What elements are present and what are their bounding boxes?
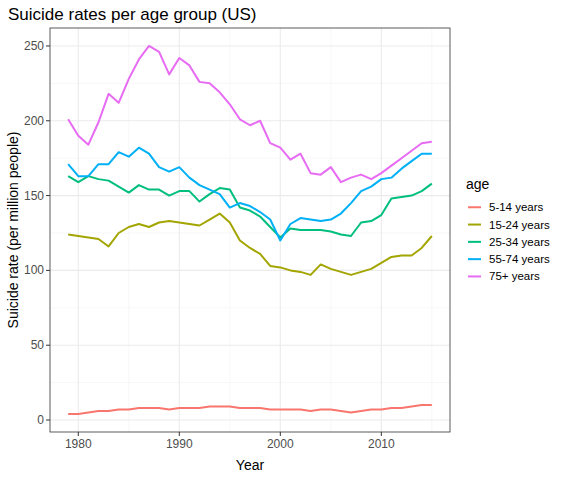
legend-swatch [468, 275, 481, 277]
x-tick-label: 2000 [267, 437, 294, 451]
grid-line [50, 195, 450, 196]
y-tick [46, 120, 50, 121]
x-tick-label: 1990 [166, 437, 193, 451]
grid-line [280, 28, 281, 432]
legend-title: age [466, 176, 490, 192]
legend-label: 55-74 years [489, 253, 550, 265]
minor-grid-line [50, 83, 450, 84]
y-tick-label: 100 [24, 263, 44, 277]
legend-key [466, 216, 483, 233]
legend-label: 15-24 years [489, 219, 550, 231]
grid-line [50, 120, 450, 121]
y-tick [46, 45, 50, 46]
axes: 1980 1990 2000 2010 0 50 100 150 200 250 [24, 39, 395, 451]
legend-key [466, 251, 483, 268]
series-line [68, 46, 432, 182]
background [0, 0, 576, 480]
legend-key [466, 268, 483, 285]
minor-grid-line [229, 28, 230, 432]
grid-line [381, 28, 382, 432]
grid [50, 28, 450, 432]
lines [68, 46, 432, 414]
minor-grid-line [50, 232, 450, 233]
y-axis-label: Suicide rate (per million people) [5, 132, 21, 329]
legend-key [466, 199, 483, 216]
x-axis-label: Year [236, 457, 265, 473]
title: Suicide rates per age group (US) [8, 5, 257, 24]
y-tick [46, 420, 50, 421]
minor-grid-line [330, 28, 331, 432]
chart: 1980 1990 2000 2010 0 50 100 150 200 250 Year Suici… [0, 0, 576, 480]
minor-grid-line [50, 382, 450, 383]
y-tick-label: 150 [24, 189, 44, 203]
minor-grid-line [431, 28, 432, 432]
y-tick-label: 250 [24, 39, 44, 53]
y-tick-label: 50 [31, 338, 45, 352]
x-tick [78, 432, 79, 436]
legend-label: 75+ years [489, 270, 540, 282]
grid-line [50, 419, 450, 420]
x-tick-label: 1980 [65, 437, 92, 451]
grid-line [50, 345, 450, 346]
y-tick-label: 0 [37, 413, 44, 427]
y-tick [46, 270, 50, 271]
grid-line [50, 45, 450, 46]
series-line [68, 214, 432, 275]
grid-line [179, 28, 180, 432]
grid-line [78, 28, 79, 432]
panel [50, 28, 450, 432]
y-tick-label: 200 [24, 114, 44, 128]
legend-label: 5-14 years [489, 201, 544, 213]
x-tick [280, 432, 281, 436]
x-tick [179, 432, 180, 436]
x-tick [381, 432, 382, 436]
grid-line [50, 270, 450, 271]
series-line [68, 148, 432, 241]
legend-swatch [468, 258, 481, 260]
legend-label: 25-34 years [489, 236, 550, 248]
legend-swatch [468, 206, 481, 208]
series-line [68, 405, 432, 414]
legend-swatch [468, 241, 481, 243]
legend: age 5-14 years 15-24 years 25-34 years 55-74… [466, 176, 550, 285]
minor-grid-line [50, 158, 450, 159]
minor-grid-line [50, 307, 450, 308]
minor-grid-line [128, 28, 129, 432]
panel-border [50, 28, 450, 432]
legend-key [466, 233, 483, 250]
y-tick [46, 195, 50, 196]
y-tick [46, 345, 50, 346]
legend-swatch [468, 224, 481, 226]
x-tick-label: 2010 [368, 437, 395, 451]
